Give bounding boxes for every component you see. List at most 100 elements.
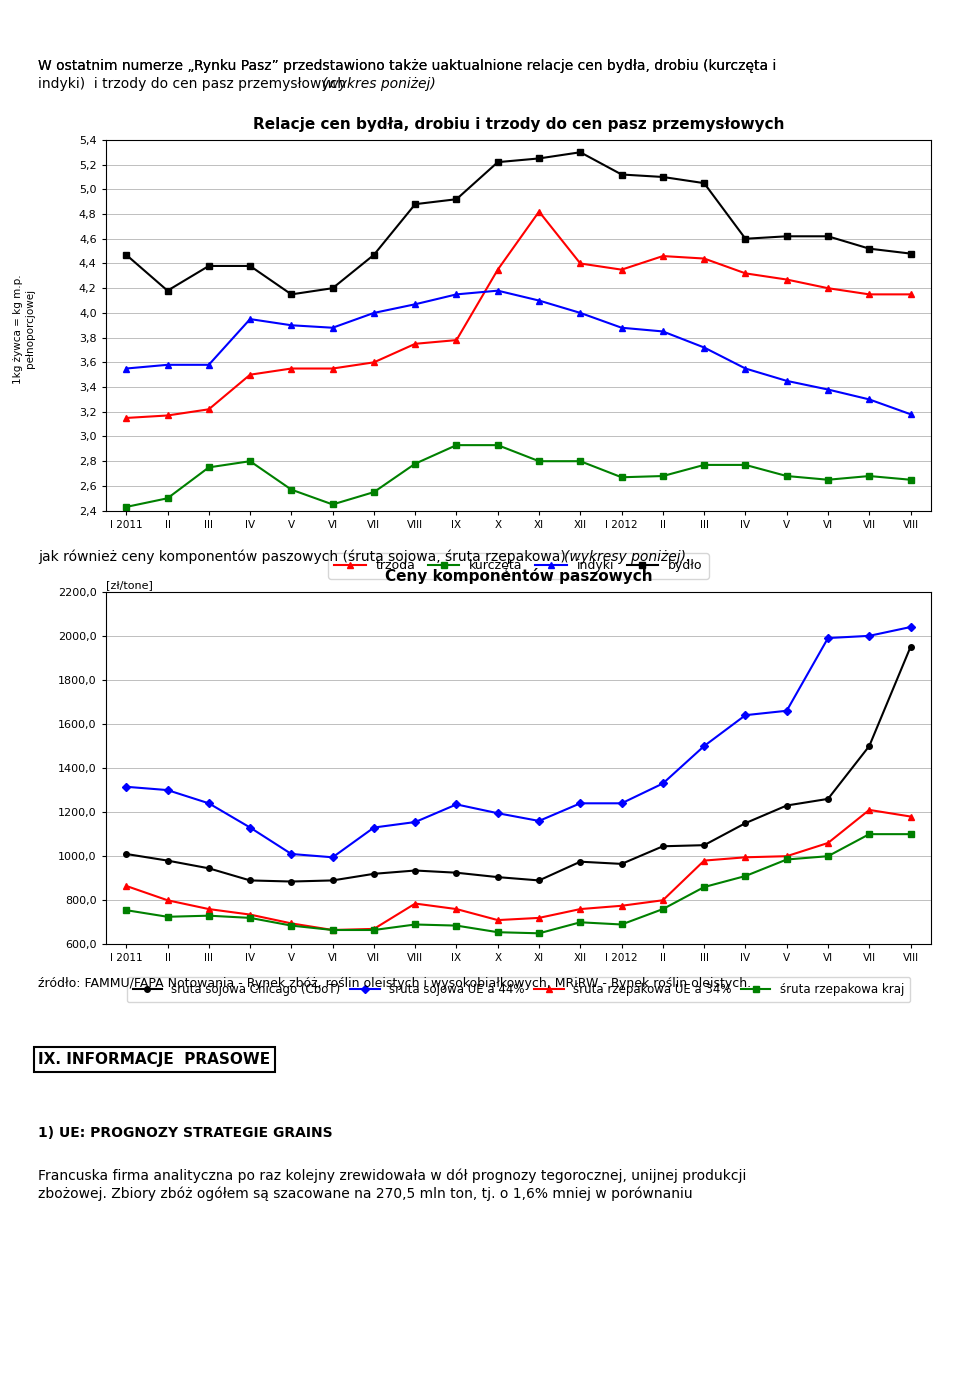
bydło bbox=[864, 241, 876, 257]
śruta sojowa Chicago (CboT) bbox=[410, 862, 421, 879]
trzoda bbox=[492, 262, 503, 278]
trzoda bbox=[286, 360, 298, 376]
Line: indyki: indyki bbox=[123, 287, 914, 418]
śruta sojowa Chicago (CboT) bbox=[574, 853, 586, 870]
kurczęta bbox=[121, 498, 132, 515]
trzoda bbox=[369, 354, 380, 371]
śruta sojowa Chicago (CboT) bbox=[121, 845, 132, 862]
śruta sojowa UE a 44% bbox=[822, 630, 833, 646]
trzoda bbox=[657, 248, 668, 264]
trzoda bbox=[740, 264, 752, 281]
śruta rzepakowa kraj bbox=[121, 902, 132, 919]
Text: Francuska firma analityczna po raz kolejny zrewidowała w dół prognozy tegoroczne: Francuska firma analityczna po raz kolej… bbox=[38, 1168, 747, 1182]
śruta rzepakowa kraj bbox=[699, 879, 710, 895]
trzoda bbox=[161, 407, 173, 424]
kurczęta bbox=[161, 490, 173, 506]
trzoda bbox=[574, 255, 586, 271]
śruta rzepakowa kraj bbox=[534, 925, 545, 942]
Line: trzoda: trzoda bbox=[123, 208, 914, 421]
Line: bydło: bydło bbox=[123, 148, 914, 298]
śruta sojowa UE a 44% bbox=[369, 820, 380, 837]
Text: 1) UE: PROGNOZY STRATEGIE GRAINS: 1) UE: PROGNOZY STRATEGIE GRAINS bbox=[38, 1126, 333, 1140]
trzoda bbox=[451, 332, 463, 348]
śruta rzepakowa kraj bbox=[244, 909, 255, 926]
kurczęta bbox=[657, 467, 668, 484]
indyki bbox=[492, 283, 503, 299]
śruta sojowa Chicago (CboT) bbox=[864, 737, 876, 754]
trzoda bbox=[781, 271, 793, 288]
indyki bbox=[121, 360, 132, 376]
śruta rzepakowa kraj bbox=[781, 851, 793, 867]
Title: Ceny komponentów paszowych: Ceny komponentów paszowych bbox=[385, 568, 652, 583]
kurczęta bbox=[781, 467, 793, 484]
bydło bbox=[740, 231, 752, 248]
śruta sojowa Chicago (CboT) bbox=[616, 856, 628, 873]
śruta rzepakowa UE a 34% bbox=[369, 921, 380, 937]
śruta sojowa Chicago (CboT) bbox=[286, 873, 298, 890]
śruta rzepakowa kraj bbox=[492, 923, 503, 940]
Line: śruta sojowa UE a 44%: śruta sojowa UE a 44% bbox=[124, 624, 913, 860]
bydło bbox=[534, 150, 545, 166]
Line: śruta rzepakowa kraj: śruta rzepakowa kraj bbox=[124, 831, 913, 936]
śruta sojowa UE a 44% bbox=[492, 804, 503, 821]
śruta rzepakowa kraj bbox=[616, 916, 628, 933]
bydło bbox=[161, 283, 173, 299]
śruta sojowa Chicago (CboT) bbox=[244, 872, 255, 888]
Text: 1kg żywca = kg m.p.
pełnoporcjowej: 1kg żywca = kg m.p. pełnoporcjowej bbox=[13, 274, 35, 383]
bydło bbox=[369, 246, 380, 263]
śruta sojowa Chicago (CboT) bbox=[699, 837, 710, 853]
kurczęta bbox=[410, 455, 421, 471]
śruta sojowa Chicago (CboT) bbox=[161, 852, 173, 869]
bydło bbox=[657, 169, 668, 186]
śruta sojowa UE a 44% bbox=[740, 706, 752, 723]
śruta sojowa Chicago (CboT) bbox=[904, 638, 916, 655]
śruta sojowa Chicago (CboT) bbox=[534, 872, 545, 888]
trzoda bbox=[204, 402, 215, 418]
trzoda bbox=[534, 203, 545, 220]
indyki bbox=[699, 339, 710, 355]
Title: Relacje cen bydła, drobiu i trzody do cen pasz przemysłowych: Relacje cen bydła, drobiu i trzody do ce… bbox=[252, 116, 784, 132]
trzoda bbox=[904, 285, 916, 302]
trzoda bbox=[822, 280, 833, 297]
Text: IX. INFORMACJE  PRASOWE: IX. INFORMACJE PRASOWE bbox=[38, 1052, 271, 1067]
śruta rzepakowa kraj bbox=[369, 922, 380, 939]
śruta rzepakowa UE a 34% bbox=[657, 893, 668, 909]
bydło bbox=[244, 257, 255, 274]
bydło bbox=[616, 166, 628, 183]
indyki bbox=[534, 292, 545, 309]
bydło bbox=[286, 285, 298, 302]
kurczęta bbox=[451, 436, 463, 453]
śruta sojowa Chicago (CboT) bbox=[326, 872, 338, 888]
śruta rzepakowa UE a 34% bbox=[616, 897, 628, 914]
śruta sojowa UE a 44% bbox=[326, 849, 338, 866]
indyki bbox=[326, 319, 338, 336]
bydło bbox=[781, 228, 793, 245]
śruta rzepakowa kraj bbox=[904, 825, 916, 842]
bydło bbox=[451, 190, 463, 207]
indyki bbox=[410, 295, 421, 312]
indyki bbox=[657, 323, 668, 340]
bydło bbox=[699, 175, 710, 192]
trzoda bbox=[699, 250, 710, 267]
śruta rzepakowa UE a 34% bbox=[492, 912, 503, 929]
śruta sojowa UE a 44% bbox=[574, 795, 586, 811]
bydło bbox=[574, 144, 586, 161]
śruta rzepakowa UE a 34% bbox=[204, 901, 215, 918]
trzoda bbox=[244, 367, 255, 383]
śruta rzepakowa UE a 34% bbox=[864, 802, 876, 818]
śruta rzepakowa UE a 34% bbox=[699, 852, 710, 869]
bydło bbox=[121, 246, 132, 263]
Legend: śruta sojowa Chicago (CboT), śruta sojowa UE a 44%, śruta rzepakowa UE a 34%, śr: śruta sojowa Chicago (CboT), śruta sojow… bbox=[127, 977, 910, 1002]
bydło bbox=[492, 154, 503, 171]
Text: zbożowej. Zbiory zbóż ogółem są szacowane na 270,5 mln ton, tj. o 1,6% mniej w p: zbożowej. Zbiory zbóż ogółem są szacowan… bbox=[38, 1186, 693, 1200]
śruta rzepakowa UE a 34% bbox=[534, 909, 545, 926]
śruta rzepakowa kraj bbox=[740, 867, 752, 884]
śruta rzepakowa kraj bbox=[657, 901, 668, 918]
śruta rzepakowa kraj bbox=[326, 922, 338, 939]
trzoda bbox=[864, 285, 876, 302]
indyki bbox=[822, 381, 833, 397]
śruta sojowa UE a 44% bbox=[657, 775, 668, 792]
Line: śruta sojowa Chicago (CboT): śruta sojowa Chicago (CboT) bbox=[124, 644, 913, 884]
Line: śruta rzepakowa UE a 34%: śruta rzepakowa UE a 34% bbox=[124, 807, 913, 933]
indyki bbox=[616, 319, 628, 336]
